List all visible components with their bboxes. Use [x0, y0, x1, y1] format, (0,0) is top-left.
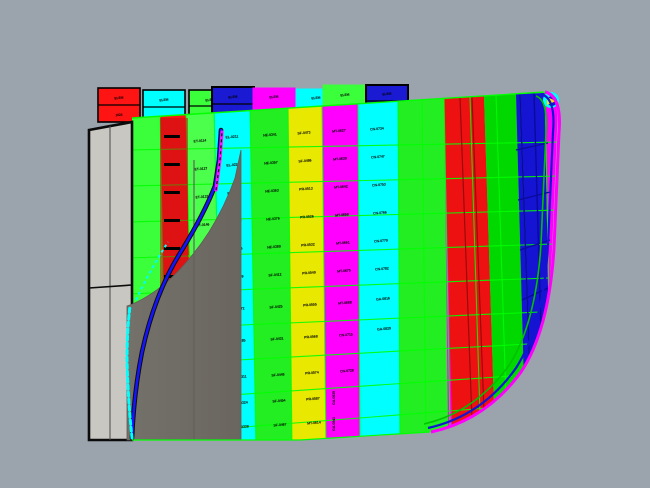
- cell-label: MT-0688: [338, 300, 352, 305]
- cell-label: ET-0127: [194, 166, 207, 171]
- cell-label: MT-0675: [337, 268, 351, 273]
- cell-label: NE-0341: [263, 132, 277, 137]
- cell-label: EL-0224: [226, 162, 239, 167]
- cell-label: MT-0658: [335, 212, 349, 217]
- cell-label: SF-0431: [270, 336, 283, 341]
- contact-boundary-curve: [125, 127, 224, 441]
- band-yellow: [288, 104, 326, 440]
- cell-label: ET-0133: [195, 194, 208, 199]
- cell-label-vertical: GA-0841: [332, 417, 336, 431]
- cell-label: NE-0363: [265, 188, 279, 193]
- cell-label: MT-0627: [332, 128, 346, 133]
- cell-label: SF-0448: [271, 372, 284, 377]
- cell-label: PR-0532: [301, 242, 315, 247]
- cell-label: CN-0728: [340, 368, 354, 373]
- cell-label: MT-0639: [333, 156, 347, 161]
- top-box-label: ELEM: [311, 96, 321, 101]
- cell-label: PR-0526: [300, 214, 314, 219]
- cell-label: PR-0555: [303, 302, 317, 307]
- top-box-label: ELEM: [269, 95, 279, 100]
- top-box-label: ELEM: [114, 96, 124, 101]
- top-box-label: ELEM: [159, 98, 169, 103]
- cell-label: CN-0747: [371, 154, 385, 159]
- cell-label-vertical: GA-0835: [332, 391, 336, 405]
- cell-label: MT-0614: [307, 420, 321, 425]
- left-plate-divider-horizontal: [88, 284, 133, 289]
- band-green-e: [484, 94, 524, 406]
- cell-label: SF-0425: [269, 304, 282, 309]
- cell-label: EL-0211: [225, 134, 238, 139]
- cell-label: CN-0782: [375, 266, 389, 271]
- top-box-label: ELEM: [340, 93, 350, 98]
- cell-label: NE-0357: [264, 160, 278, 165]
- cell-label: NE-0376: [266, 216, 280, 221]
- cell-label: PR-0568: [304, 334, 318, 339]
- cell-label: MT-0661: [336, 240, 350, 245]
- element-id-labels: ET-0114 ET-0127 ET-0133 ET-0146 ET-0152 …: [193, 126, 391, 431]
- top-box-label: ELEM: [205, 98, 215, 103]
- cell-label: ET-0146: [196, 222, 209, 227]
- cell-label: PR-0549: [302, 270, 316, 275]
- left-plate[interactable]: [87, 120, 134, 442]
- band-magenta-a: [322, 102, 360, 440]
- cell-label: CN-0715: [339, 332, 353, 337]
- cell-label: CN-0766: [373, 210, 387, 215]
- band-green-d: [398, 98, 448, 438]
- cell-label: NE-0338: [235, 424, 249, 429]
- cell-label: MT-0642: [334, 184, 348, 189]
- top-box-0[interactable]: ELEM 1024: [97, 87, 141, 123]
- cell-label: SF-0467: [273, 422, 286, 427]
- cell-label: PR-0574: [305, 370, 319, 375]
- cell-label: PR-0513: [299, 186, 313, 191]
- cell-label: PR-0587: [306, 396, 320, 401]
- foreground-solid-body: [127, 150, 241, 440]
- mesh-grid-red-band: [459, 96, 485, 421]
- top-box-label: 1024: [115, 113, 123, 118]
- cell-label: SF-0486: [298, 158, 311, 163]
- mesh-outer-edges: [131, 90, 561, 441]
- cell-label: SF-0473: [297, 130, 310, 135]
- top-box-label: ELEM: [382, 92, 392, 97]
- cell-label: CN-0734: [370, 126, 384, 131]
- top-box-label: ELEM: [228, 95, 238, 100]
- cell-label: CN-0779: [374, 238, 388, 243]
- band-green-c: [250, 106, 292, 440]
- cell-label: GA-0816: [376, 296, 390, 301]
- cell-label: SF-0454: [272, 398, 285, 403]
- cell-label: ET-0114: [193, 138, 206, 143]
- cell-label: GA-0829: [377, 326, 391, 331]
- cell-label: NE-0389: [267, 244, 281, 249]
- mesh-grid-blue-band: [515, 92, 551, 377]
- cell-label: CN-0753: [372, 182, 386, 187]
- cell-label: SF-0412: [268, 272, 281, 277]
- band-cyan-b: [358, 100, 400, 440]
